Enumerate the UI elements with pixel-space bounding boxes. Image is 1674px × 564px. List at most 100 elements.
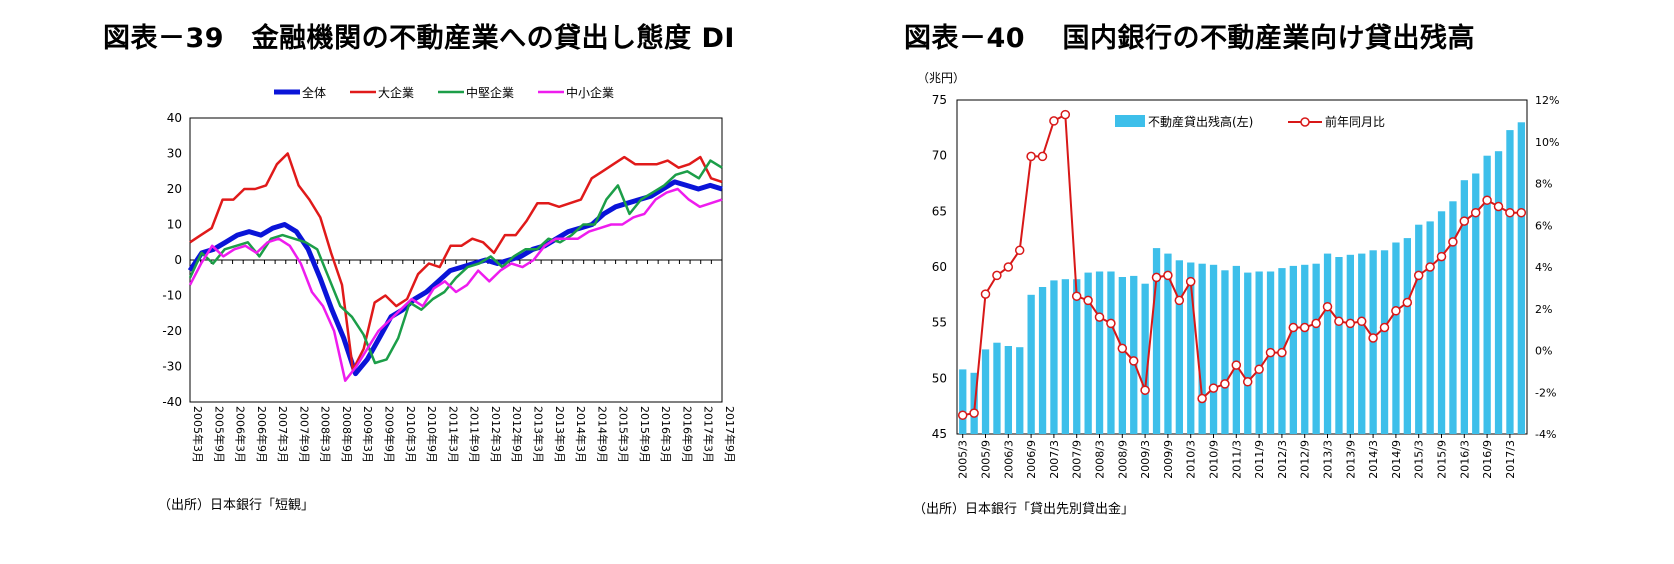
bar-balance	[1323, 253, 1332, 434]
bar-balance	[1460, 180, 1468, 434]
x-tick-label-right: 2015/3	[1413, 440, 1426, 479]
bar-balance	[1403, 238, 1411, 434]
x-tick-label-right: 2006/3	[1002, 440, 1015, 479]
marker-yoy	[1094, 312, 1105, 322]
marker-yoy	[1185, 276, 1196, 287]
marker-yoy	[1516, 207, 1527, 218]
y-tick-label-right-axis: 4%	[1535, 261, 1552, 274]
y-tick-label-left-axis: 50	[932, 371, 947, 385]
x-tick-label-left: 2012年9月	[510, 406, 524, 463]
marker-yoy	[1174, 295, 1185, 306]
x-tick-label-right: 2010/9	[1208, 440, 1221, 479]
marker-yoy	[1163, 270, 1173, 281]
bar-balance	[1380, 250, 1389, 434]
x-tick-label-right: 2016/3	[1458, 440, 1471, 479]
bar-balance	[1107, 271, 1115, 434]
bar-balance	[1050, 280, 1058, 434]
marker-yoy	[1493, 201, 1504, 212]
y-tick-label-left: 30	[167, 147, 182, 161]
x-tick-label-right: 2014/9	[1390, 440, 1403, 479]
y-tick-label-right-axis: -4%	[1535, 428, 1556, 441]
marker-yoy	[1231, 360, 1242, 370]
legend-label-中堅企業: 中堅企業	[466, 85, 514, 100]
legend-label-bar: 不動産貸出残高(左)	[1148, 114, 1253, 129]
marker-yoy	[1197, 393, 1207, 404]
marker-yoy	[1037, 151, 1048, 162]
y-tick-label-left-axis: 75	[932, 93, 947, 107]
bar-balance	[1255, 271, 1263, 434]
x-tick-label-right: 2007/3	[1048, 440, 1061, 479]
y-tick-label-left: -40	[162, 395, 182, 409]
y-tick-label-left: 20	[167, 182, 182, 196]
bar-balance	[1437, 211, 1446, 434]
y-tick-label-right-axis: 6%	[1535, 219, 1552, 232]
y-tick-label-left: -20	[162, 324, 182, 338]
x-tick-label-left: 2010年9月	[425, 406, 439, 463]
marker-yoy	[1140, 385, 1150, 395]
y-tick-label-left-axis: 65	[932, 204, 947, 218]
x-tick-label-left: 2016年3月	[659, 406, 673, 463]
y-tick-label-right-axis: 0%	[1535, 345, 1552, 358]
series-line-全体	[187, 179, 723, 377]
x-tick-label-right: 2007/9	[1071, 440, 1084, 479]
marker-yoy	[1322, 301, 1333, 312]
bar-balance	[1392, 242, 1400, 434]
bar-balance	[1016, 347, 1024, 434]
bar-balance	[1164, 253, 1172, 434]
marker-yoy	[1049, 116, 1059, 126]
x-tick-label-left: 2009年3月	[361, 406, 375, 463]
x-tick-label-left: 2015年3月	[617, 406, 631, 463]
x-tick-label-left: 2014年3月	[574, 406, 588, 463]
x-tick-label-right: 2011/3	[1230, 440, 1243, 479]
x-tick-label-left: 2009年9月	[383, 406, 397, 463]
x-tick-label-left: 2015年9月	[638, 406, 652, 463]
plot-area-right	[956, 99, 1528, 435]
marker-yoy	[1425, 262, 1435, 272]
bar-balance	[981, 349, 990, 434]
bar-balance	[1472, 173, 1480, 434]
y-tick-label-left: -10	[162, 289, 182, 303]
bar-balance	[1289, 265, 1297, 434]
x-tick-label-right: 2005/3	[957, 440, 970, 479]
y-tick-label-left-axis: 55	[932, 316, 947, 330]
bar-balance	[1517, 122, 1525, 435]
marker-yoy	[1014, 245, 1025, 256]
legend-marker-line	[1300, 117, 1310, 127]
bar-balance	[1312, 263, 1320, 434]
y-tick-label-left: 40	[167, 111, 182, 125]
bar-balance	[1209, 264, 1218, 434]
legend-label-全体: 全体	[302, 85, 326, 100]
marker-yoy	[1470, 207, 1481, 218]
bar-balance	[1232, 265, 1240, 434]
bar-balance	[1084, 272, 1092, 434]
marker-yoy	[1242, 377, 1253, 387]
marker-yoy	[1413, 270, 1424, 281]
y-tick-label-left-axis: 70	[932, 149, 947, 163]
marker-yoy	[1208, 383, 1219, 393]
x-tick-label-left: 2011年9月	[468, 406, 482, 463]
series-line-大企業	[189, 152, 723, 372]
x-tick-label-right: 2017/3	[1504, 440, 1517, 479]
y-tick-label-left-axis: 60	[932, 260, 947, 274]
marker-yoy	[1459, 216, 1470, 226]
marker-yoy	[1265, 347, 1276, 358]
bar-balance	[1415, 224, 1423, 434]
bar-balance	[1095, 271, 1104, 434]
series-line-中堅企業	[188, 159, 723, 365]
legend-swatch-bar	[1115, 115, 1145, 127]
y-tick-label-right-axis: -2%	[1535, 386, 1556, 399]
y-axis-unit-label-right-chart: （兆円）	[917, 71, 965, 85]
bar-balance	[959, 369, 967, 434]
marker-yoy	[1379, 322, 1390, 333]
marker-yoy	[1402, 297, 1413, 308]
x-tick-label-right: 2008/9	[1116, 440, 1129, 479]
x-tick-label-left: 2012年3月	[489, 406, 503, 463]
x-tick-label-right: 2016/9	[1481, 440, 1494, 479]
series-line-yoy	[962, 112, 1522, 417]
marker-yoy	[1482, 195, 1492, 205]
bar-balance	[1027, 294, 1035, 434]
marker-yoy	[1003, 262, 1014, 272]
x-tick-label-left: 2011年3月	[446, 406, 460, 463]
x-tick-label-left: 2010年3月	[404, 406, 418, 463]
marker-yoy	[1299, 322, 1310, 333]
